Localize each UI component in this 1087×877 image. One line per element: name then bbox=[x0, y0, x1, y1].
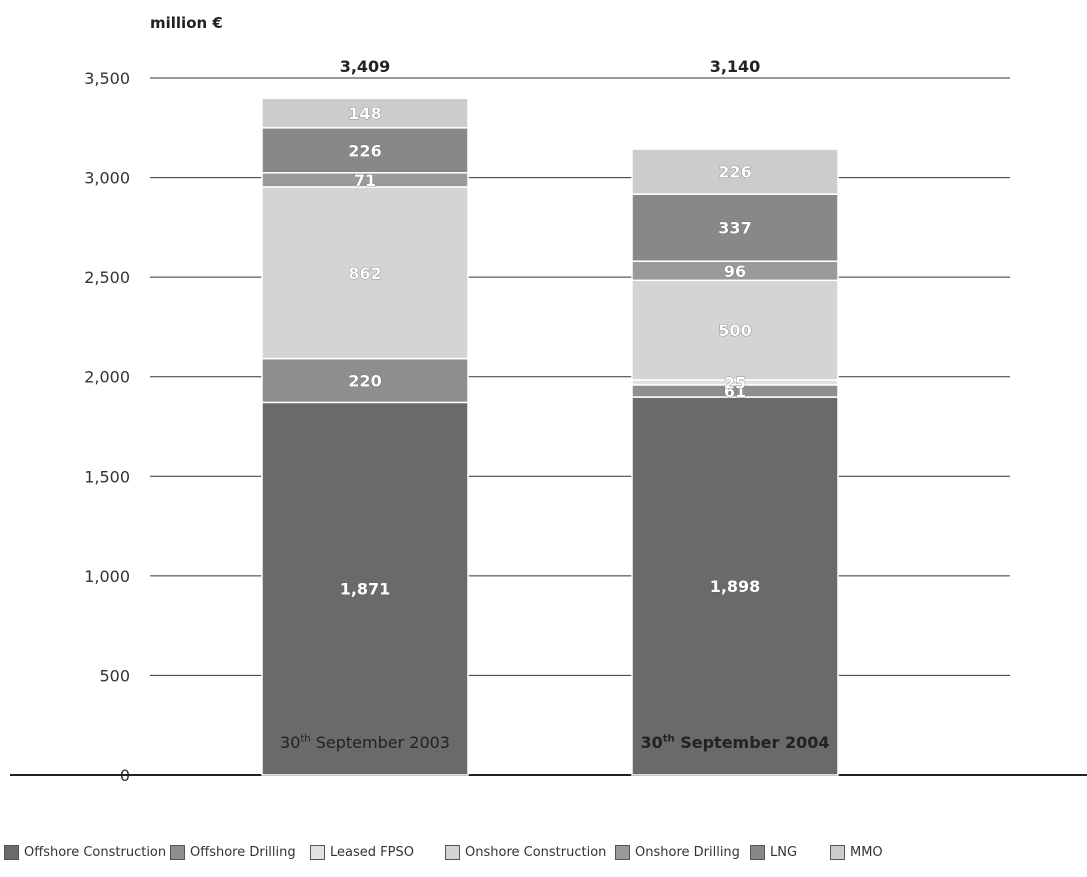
bar-segment bbox=[261, 127, 469, 174]
legend-label: Leased FPSO bbox=[330, 845, 414, 860]
legend-swatch bbox=[750, 845, 765, 860]
legend-item: MMO bbox=[830, 845, 883, 860]
bar-value-label: 226 bbox=[348, 141, 381, 160]
chart-legend: Offshore Construction Offshore Drilling Le… bbox=[0, 845, 1087, 871]
bar-segment bbox=[261, 186, 469, 360]
legend-item: Onshore Drilling bbox=[615, 845, 740, 860]
bar-segment bbox=[631, 279, 839, 381]
bar-value-label: 61 bbox=[724, 382, 746, 401]
legend-swatch bbox=[830, 845, 845, 860]
x-category-label: 30th September 2004 bbox=[640, 733, 830, 752]
bar-value-label: 1,871 bbox=[340, 580, 391, 599]
legend-label: MMO bbox=[850, 845, 883, 860]
legend-item: Onshore Construction bbox=[445, 845, 606, 860]
y-tick-label: 500 bbox=[99, 666, 130, 685]
y-tick-label: 1,000 bbox=[84, 567, 130, 586]
bar-value-label: 1,898 bbox=[710, 577, 761, 596]
legend-item: Leased FPSO bbox=[310, 845, 414, 860]
y-tick-label: 1,500 bbox=[84, 467, 130, 486]
y-tick-label: 3,000 bbox=[84, 169, 130, 188]
bar-value-label: 220 bbox=[348, 371, 381, 390]
y-tick-label: 2,500 bbox=[84, 268, 130, 287]
bar-value-label: 96 bbox=[724, 262, 746, 281]
bar-segment bbox=[631, 148, 839, 195]
y-tick-label: 2,000 bbox=[84, 368, 130, 387]
legend-label: Offshore Drilling bbox=[190, 845, 296, 860]
bar-value-label: 25 bbox=[724, 373, 746, 392]
legend-swatch bbox=[445, 845, 460, 860]
y-tick-label: 3,500 bbox=[84, 69, 130, 88]
bar-value-label: 500 bbox=[718, 321, 751, 340]
bar-value-label: 226 bbox=[718, 163, 751, 182]
bar-value-label: 71 bbox=[354, 171, 376, 190]
bar-segment bbox=[261, 97, 469, 129]
x-category-label: 30th September 2003 bbox=[280, 733, 450, 752]
legend-swatch bbox=[310, 845, 325, 860]
legend-label: Onshore Drilling bbox=[635, 845, 740, 860]
bar-total-label: 3,140 bbox=[710, 57, 761, 76]
legend-swatch bbox=[170, 845, 185, 860]
legend-label: LNG bbox=[770, 845, 798, 860]
bar-total-label: 3,409 bbox=[340, 57, 391, 76]
legend-label: Onshore Construction bbox=[465, 845, 607, 860]
bar-value-label: 148 bbox=[348, 104, 381, 123]
legend-item: Offshore Construction bbox=[4, 845, 166, 860]
legend-item: LNG bbox=[750, 845, 797, 860]
legend-item: Offshore Drilling bbox=[170, 845, 296, 860]
bar-value-label: 862 bbox=[348, 264, 381, 283]
bar-value-label: 337 bbox=[718, 219, 751, 238]
bar-segment bbox=[631, 193, 839, 262]
legend-swatch bbox=[615, 845, 630, 860]
legend-swatch bbox=[4, 845, 19, 860]
bar-segment bbox=[261, 357, 469, 404]
legend-label: Offshore Construction bbox=[24, 845, 167, 860]
y-axis-unit-label: million € bbox=[150, 14, 223, 32]
bar-segment bbox=[631, 396, 839, 776]
